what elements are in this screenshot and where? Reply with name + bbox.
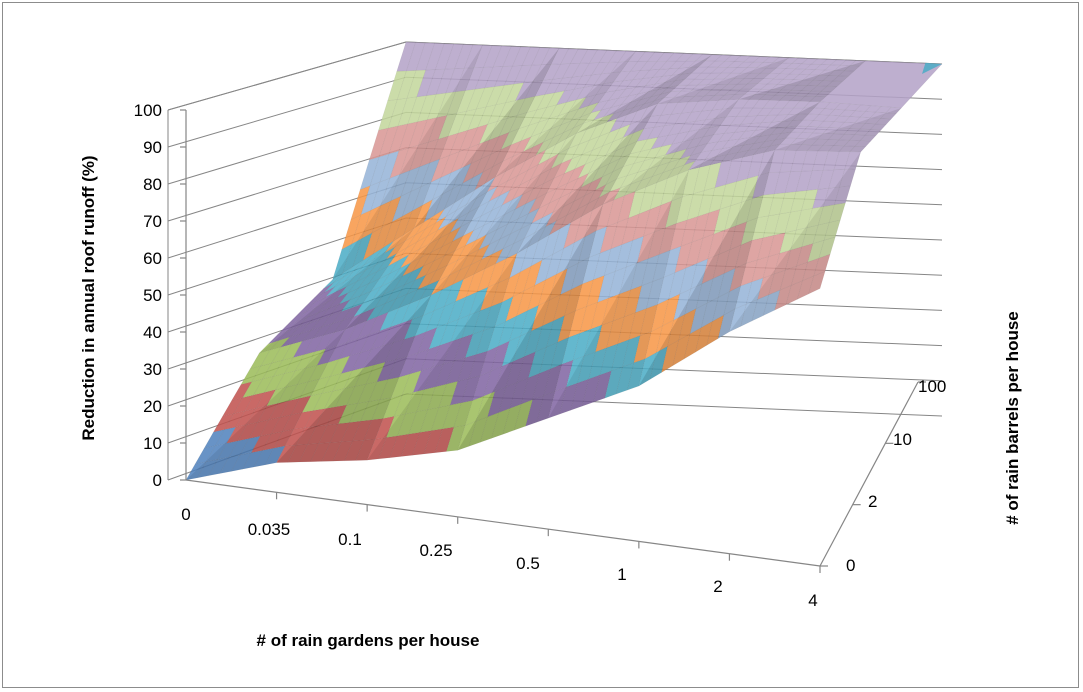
surface-shade	[602, 99, 739, 205]
value-tick-label: 10	[143, 434, 162, 453]
surface-shade	[638, 150, 775, 387]
value-tick-label: 50	[143, 286, 162, 305]
surface-band	[885, 106, 902, 114]
surface-shade	[738, 60, 866, 102]
surface-shade	[276, 295, 432, 463]
depth-tick-label: 2	[868, 492, 877, 511]
surface-shade	[259, 228, 414, 354]
surface-shade	[413, 48, 560, 229]
value-tick-label: 20	[143, 397, 162, 416]
x-tick-label: 2	[713, 577, 722, 596]
surface-patch-2-2	[494, 47, 637, 178]
surface-shade	[332, 45, 483, 280]
surface-patch-5-2	[738, 57, 867, 103]
surface-patch-0-1	[258, 228, 415, 354]
surface-band	[844, 151, 862, 170]
depth-axis-line	[819, 381, 919, 567]
surface-shade	[495, 51, 636, 178]
depth-tick-label: 0	[846, 556, 855, 575]
surface-shade	[548, 169, 689, 419]
surface-patch-6-0	[728, 149, 862, 333]
value-tick-label: 70	[143, 212, 162, 231]
x-tick-label: 0	[181, 505, 190, 524]
surface-shade	[431, 133, 577, 296]
x-tick-label: 0.035	[248, 520, 291, 539]
surface-shade	[688, 101, 821, 170]
surface-top-accent	[922, 62, 942, 74]
surface-patch-4-0	[547, 169, 690, 419]
surface-shade	[774, 108, 902, 152]
surface-patch-2-1	[430, 132, 578, 296]
surface-patch-3-0	[457, 203, 604, 451]
value-tick-label: 60	[143, 249, 162, 268]
value-tick-label: 100	[134, 101, 162, 120]
value-tick-label: 90	[143, 138, 162, 157]
surface-patch-0-0	[185, 329, 346, 481]
x-axis-title: # of rain gardens per house	[257, 631, 480, 650]
depth-tick-label: 100	[918, 377, 946, 396]
surface-patch-1-2	[413, 44, 560, 230]
value-tick-label: 0	[153, 471, 162, 490]
x-tick-label: 4	[808, 591, 817, 610]
surface-shade	[657, 57, 789, 104]
surface-plot	[185, 41, 943, 481]
x-tick-label: 0.5	[516, 554, 540, 573]
surface-shade	[345, 177, 496, 330]
surface-shade	[729, 152, 861, 332]
surface-shade	[367, 253, 518, 461]
surface-patch-1-0	[276, 294, 432, 463]
y-axis-title: Reduction in annual roof runoff (%)	[79, 155, 98, 440]
surface-shade	[517, 103, 658, 254]
surface-patch-4-2	[656, 54, 790, 105]
surface-patch-6-1	[774, 101, 902, 153]
surface-shade	[576, 54, 713, 134]
surface-patch-5-0	[638, 149, 776, 387]
surface-patch-3-2	[575, 51, 714, 134]
surface-shade	[457, 204, 603, 451]
x-axis-line	[185, 479, 821, 567]
depth-axis-title: # of rain barrels per house	[1003, 311, 1022, 525]
x-tick-label: 1	[617, 565, 626, 584]
value-tick-label: 80	[143, 175, 162, 194]
surface-patch-1-1	[344, 176, 496, 331]
depth-tick-label: 10	[893, 430, 912, 449]
surface-patch-3-1	[516, 103, 659, 255]
surface-patch-5-1	[688, 98, 821, 171]
value-tick-label: 30	[143, 360, 162, 379]
surface-patch-2-0	[366, 252, 518, 461]
surface-shade	[186, 329, 346, 480]
x-tick-label: 0.25	[419, 541, 452, 560]
value-tick-label: 40	[143, 323, 162, 342]
tick-labels: 010203040506070809010000.0350.10.250.512…	[134, 101, 947, 610]
x-tick-label: 0.1	[338, 530, 362, 549]
surface-patch-4-1	[602, 98, 740, 205]
